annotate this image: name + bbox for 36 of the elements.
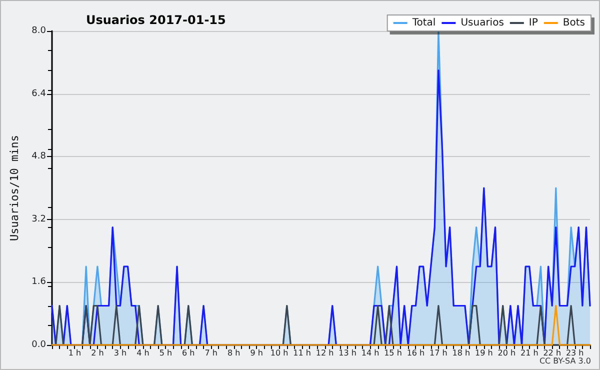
y-tick-label: 6.4 bbox=[32, 88, 46, 99]
text: CC BY-SA 3.0 bbox=[539, 356, 592, 366]
x-tick-label: 22 h bbox=[543, 348, 562, 358]
x-tick-label: 20 h bbox=[498, 348, 516, 358]
x-tick-label: 12 h bbox=[316, 348, 334, 358]
legend-label: IP bbox=[528, 18, 538, 28]
y-axis-title: Usuarios/10 mins bbox=[8, 135, 21, 241]
x-tick-label: 16 h bbox=[406, 348, 425, 358]
x-tick-label: 15 h bbox=[384, 348, 402, 358]
x-tick-label: 4 h bbox=[136, 348, 150, 358]
y-tick-label: 3.2 bbox=[32, 214, 46, 224]
x-tick-label: 9 h bbox=[250, 348, 263, 358]
x-tick-label: 14 h bbox=[361, 348, 380, 358]
legend-label: Bots bbox=[562, 18, 585, 28]
x-tick-label: 17 h bbox=[430, 348, 448, 358]
x-tick-label: 13 h bbox=[338, 348, 356, 358]
x-tick-label: 1 h bbox=[68, 348, 82, 358]
x-tick-label: 19 h bbox=[475, 348, 493, 358]
x-tick-label: 18 h bbox=[452, 348, 470, 358]
x-tick-label: 10 h bbox=[270, 348, 288, 358]
y-tick-label: 4.8 bbox=[32, 152, 46, 162]
x-tick-label: 11 h bbox=[293, 348, 311, 358]
y-tick-label: 0.0 bbox=[32, 340, 46, 350]
x-tick-label: 23 h bbox=[566, 348, 584, 358]
legend-label: Usuarios bbox=[460, 18, 504, 28]
y-tick-label: 8.0 bbox=[32, 26, 46, 36]
x-tick-label: 3 h bbox=[114, 348, 127, 358]
chart-title: Usuarios 2017-01-15 bbox=[86, 13, 226, 27]
x-tick-label: 2 h bbox=[91, 348, 104, 358]
legend-label: Total bbox=[411, 18, 436, 28]
x-tick-label: 8 h bbox=[228, 348, 240, 358]
x-tick-label: 21 h bbox=[520, 348, 538, 358]
y-tick-label: 1.6 bbox=[32, 277, 46, 288]
x-tick-label: 7 h bbox=[204, 348, 218, 358]
x-tick-label: 5 h bbox=[159, 348, 172, 358]
x-tick-label: 6 h bbox=[182, 348, 195, 358]
